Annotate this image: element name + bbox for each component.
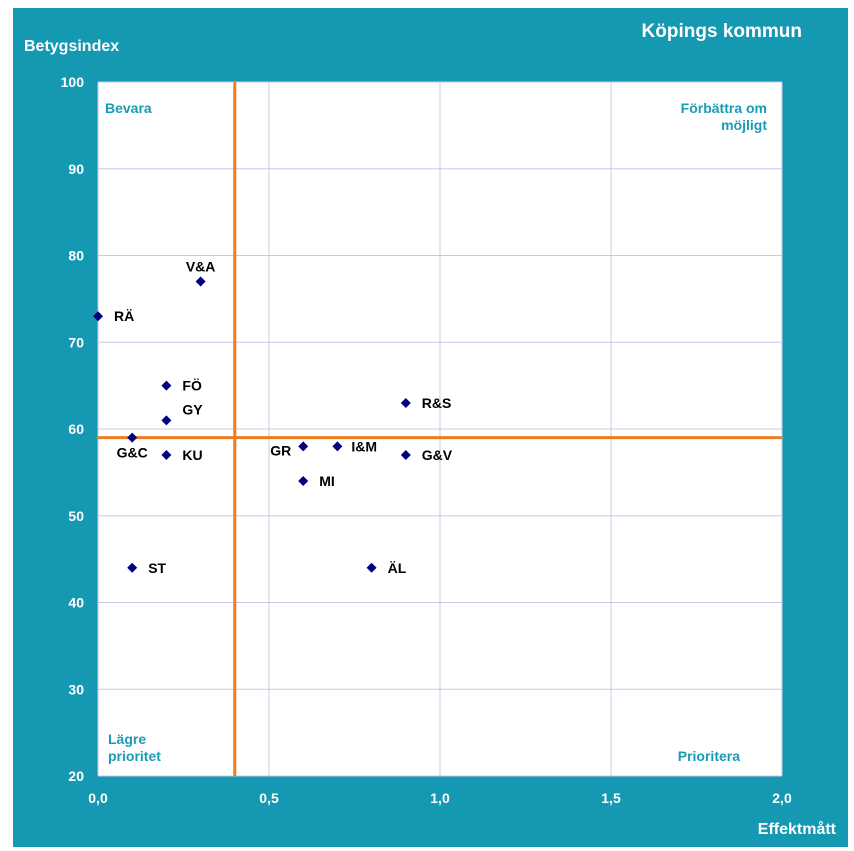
data-point-marker — [332, 441, 343, 452]
data-point-label: V&A — [186, 259, 216, 275]
data-points: V&A RÄ FÖ GY G&C KU ST GR I&M MI R&S G&V ÄL — [93, 259, 453, 576]
y-tick-label: 70 — [68, 334, 84, 350]
quadrant-label-top-right: Förbättra om — [681, 100, 767, 116]
quadrant-label-bottom-left: Lägre — [108, 731, 146, 747]
reference-lines — [98, 82, 782, 776]
data-point-marker — [93, 311, 103, 322]
data-point-label: G&C — [117, 445, 148, 461]
data-point-label: G&V — [422, 447, 453, 463]
x-tick-label: 0,0 — [88, 790, 108, 806]
data-point-marker — [298, 441, 309, 452]
data-point-marker — [161, 380, 172, 391]
tick-labels: 0,0 0,5 1,0 1,5 2,0 20 30 40 50 60 70 80 90 100 — [61, 74, 792, 806]
chart-title: Köpings kommun — [642, 21, 802, 42]
x-tick-label: 1,0 — [430, 790, 450, 806]
data-point-label: FÖ — [182, 378, 202, 394]
y-tick-label: 80 — [68, 248, 84, 264]
data-point-label: R&S — [422, 395, 452, 411]
data-point-marker — [400, 397, 411, 408]
y-tick-label: 30 — [68, 681, 84, 697]
data-point-marker — [127, 562, 138, 573]
y-tick-label: 60 — [68, 421, 84, 437]
data-point-label: ST — [148, 560, 166, 576]
data-point-marker — [195, 276, 206, 287]
data-point-label: ÄL — [388, 560, 407, 576]
data-point-label: MI — [319, 473, 335, 489]
x-tick-label: 0,5 — [259, 790, 279, 806]
x-tick-label: 2,0 — [772, 790, 792, 806]
data-point-label: KU — [182, 447, 202, 463]
data-point-label: I&M — [351, 438, 377, 454]
data-point-marker — [366, 562, 377, 573]
data-point-marker — [298, 476, 309, 487]
y-tick-label: 100 — [61, 74, 85, 90]
quadrant-label-bottom-right: Prioritera — [678, 748, 740, 764]
x-tick-label: 1,5 — [601, 790, 621, 806]
data-point-marker — [161, 415, 172, 426]
y-tick-label: 20 — [68, 768, 84, 784]
y-tick-label: 90 — [68, 161, 84, 177]
data-point-marker — [400, 450, 411, 461]
data-point-marker — [127, 432, 138, 443]
x-axis-title: Effektmått — [758, 820, 837, 838]
quadrant-label-top-left: Bevara — [105, 100, 152, 116]
y-axis-title: Betygsindex — [24, 38, 119, 55]
data-point-label: GY — [182, 401, 203, 417]
quadrant-label-bottom-left: prioritet — [108, 748, 161, 764]
quadrant-label-top-right: möjligt — [721, 117, 767, 133]
data-point-label: GR — [270, 442, 291, 458]
y-tick-label: 50 — [68, 508, 84, 524]
data-point-marker — [161, 450, 172, 461]
grid-lines — [97, 81, 783, 777]
data-point-label: RÄ — [114, 308, 134, 324]
y-tick-label: 40 — [68, 595, 84, 611]
